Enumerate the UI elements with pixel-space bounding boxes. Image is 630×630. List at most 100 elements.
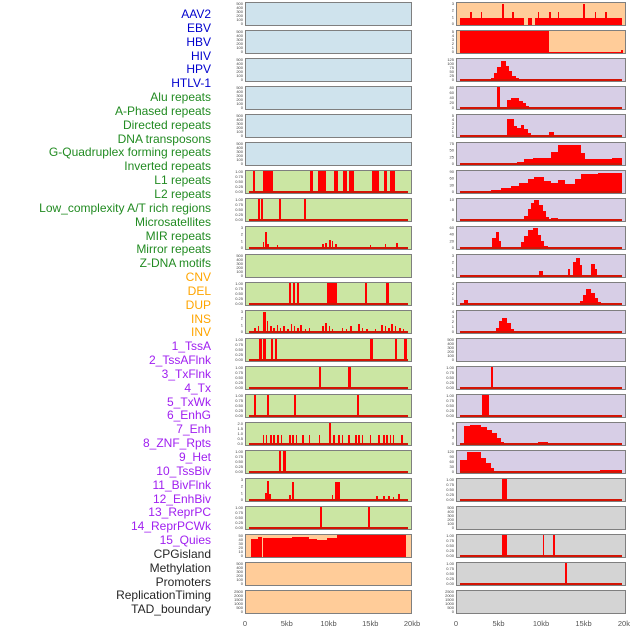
data-bar bbox=[500, 188, 511, 193]
data-bar bbox=[396, 242, 399, 249]
zero-baseline bbox=[460, 471, 622, 473]
y-tick-value: 60 bbox=[449, 176, 454, 181]
data-bar bbox=[509, 71, 513, 81]
data-bar bbox=[594, 298, 599, 305]
data-bar bbox=[309, 171, 313, 193]
y-ticks-7-enh: 60 40 20 0 bbox=[425, 226, 454, 250]
zero-baseline bbox=[460, 443, 622, 445]
y-tick-value: 0.50 bbox=[235, 207, 243, 212]
data-bar bbox=[460, 17, 525, 25]
zero-baseline bbox=[249, 415, 408, 417]
y-ticks-1-tssa: 125 100 75 50 25 0 bbox=[425, 58, 454, 82]
y-tick-value: 0 bbox=[451, 49, 454, 54]
data-bar bbox=[331, 494, 334, 501]
y-tick-value: 100 bbox=[236, 17, 243, 22]
y-tick-value: 500 bbox=[236, 561, 243, 566]
y-tick-value: 0.25 bbox=[235, 464, 243, 469]
y-tick-value: 25 bbox=[449, 73, 454, 78]
y-ticks-cpgisland: 1.00 0.75 0.50 0.25 0.00 bbox=[425, 478, 454, 502]
track-panel-g-quadruplex-forming-repeats bbox=[245, 282, 412, 306]
y-tick-value: 1000 bbox=[234, 601, 243, 606]
y-tick-value: 200 bbox=[236, 97, 243, 102]
y-tick-value: 5 bbox=[451, 29, 454, 34]
y-tick-value: 0.50 bbox=[446, 375, 454, 380]
data-bar bbox=[391, 324, 393, 333]
y-tick-value: 1 bbox=[451, 296, 454, 301]
zero-baseline bbox=[460, 79, 622, 81]
data-bar bbox=[584, 159, 599, 165]
track-panel-10-tssbiv bbox=[456, 310, 626, 334]
data-bar bbox=[490, 467, 494, 473]
y-tick-value: 0.50 bbox=[235, 459, 243, 464]
data-bar bbox=[254, 395, 257, 417]
y-tick-value: 0 bbox=[451, 469, 454, 474]
y-tick-value: 1.00 bbox=[446, 393, 454, 398]
data-bar bbox=[293, 395, 296, 417]
track-label-del: DEL bbox=[187, 283, 211, 298]
data-bar bbox=[510, 186, 520, 193]
y-tick-value: 40 bbox=[449, 95, 454, 100]
y-tick-value: 1.00 bbox=[235, 449, 243, 454]
y-ticks-methylation: 500 400 300 200 100 0 bbox=[425, 506, 454, 530]
y-tick-value: 0.00 bbox=[235, 469, 243, 474]
y-tick-value: 300 bbox=[447, 513, 454, 518]
data-bar bbox=[507, 119, 515, 137]
data-bar bbox=[514, 98, 520, 109]
data-bar bbox=[470, 425, 481, 445]
y-tick-value: 0.25 bbox=[235, 380, 243, 385]
y-tick-value: 100 bbox=[236, 269, 243, 274]
data-bar bbox=[326, 538, 337, 557]
y-tick-value: 3 bbox=[451, 434, 454, 440]
data-bar bbox=[534, 200, 540, 221]
zero-baseline bbox=[460, 555, 622, 557]
track-panel-3-txflnk bbox=[456, 114, 626, 138]
data-bar bbox=[574, 178, 582, 193]
zero-baseline bbox=[249, 247, 408, 249]
track-panel-7-enh bbox=[456, 226, 626, 250]
y-tick-value: 300 bbox=[447, 345, 454, 350]
data-bar bbox=[499, 320, 503, 333]
data-bar bbox=[551, 183, 558, 193]
data-bar bbox=[549, 11, 552, 25]
track-panel-5-txwk bbox=[456, 170, 626, 194]
data-bar bbox=[267, 395, 270, 417]
y-ticks-hiv: 500 400 300 200 100 0 bbox=[214, 86, 243, 110]
track-label-3-txflnk: 3_TxFlnk bbox=[161, 366, 211, 381]
y-tick-value: 2500 bbox=[234, 589, 243, 594]
track-label-mirror-repeats: Mirror repeats bbox=[136, 242, 211, 257]
track-label-htlv-1: HTLV-1 bbox=[171, 76, 211, 91]
data-bar bbox=[383, 171, 388, 193]
y-tick-value: 0 bbox=[240, 49, 243, 54]
y-tick-value: 2 bbox=[451, 8, 454, 13]
data-bar bbox=[269, 435, 272, 445]
y-tick-value: 0 bbox=[240, 581, 243, 586]
y-tick-value: 0.75 bbox=[235, 510, 243, 515]
track-panel-inverted-repeats bbox=[245, 310, 412, 334]
data-bar bbox=[460, 459, 468, 473]
y-tick-value: 1 bbox=[240, 322, 243, 328]
data-bar bbox=[273, 327, 275, 333]
zero-baseline bbox=[460, 387, 622, 389]
y-tick-value: 200 bbox=[236, 69, 243, 74]
data-bar bbox=[384, 326, 387, 333]
data-bar bbox=[480, 426, 488, 445]
y-tick-value: 500 bbox=[447, 605, 454, 610]
y-tick-value: 0.00 bbox=[446, 385, 454, 390]
data-bar bbox=[524, 215, 528, 221]
track-panel-6-enhg bbox=[456, 198, 626, 222]
data-bar bbox=[279, 451, 282, 473]
data-bar bbox=[581, 174, 599, 193]
data-bar bbox=[349, 171, 355, 193]
track-panel-11-bivflnk bbox=[456, 338, 626, 362]
data-bar bbox=[401, 435, 403, 445]
data-bar bbox=[567, 268, 571, 277]
data-bar bbox=[335, 481, 338, 501]
y-tick-value: 4 bbox=[451, 281, 454, 286]
y-ticks-a-phased-repeats: 1.00 0.75 0.50 0.25 0.00 bbox=[214, 198, 243, 222]
data-bar bbox=[302, 435, 304, 445]
track-label-dup: DUP bbox=[185, 297, 211, 312]
data-bar bbox=[512, 75, 516, 81]
y-tick-value: 0.75 bbox=[446, 370, 454, 375]
x-tick-label: 5kb bbox=[280, 619, 293, 628]
y-tick-value: 0 bbox=[451, 273, 454, 278]
